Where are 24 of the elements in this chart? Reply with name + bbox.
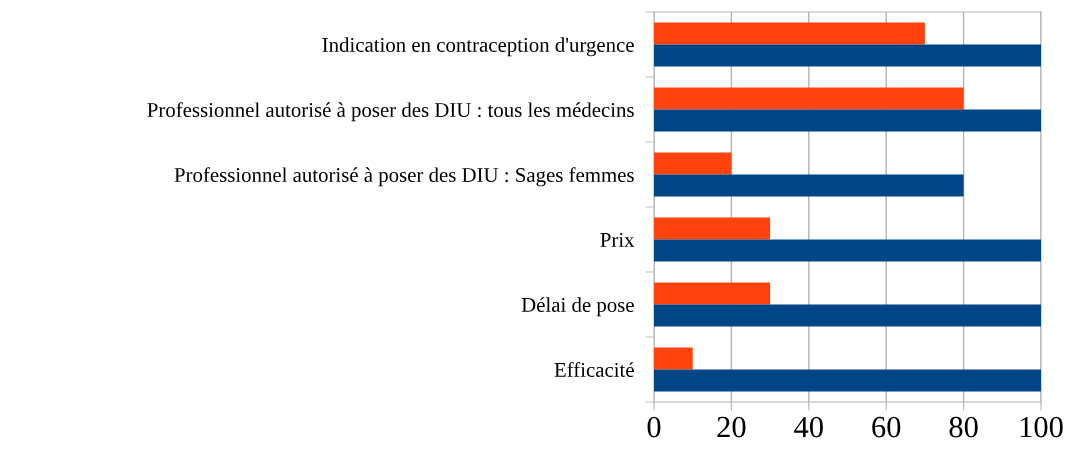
bar [654,44,1041,67]
y-tick-label: Efficacité [554,362,634,377]
bar [654,304,1041,327]
y-tick-label: Professionnel autorisé à poser des DIU : tous les médecins [147,102,634,122]
bar [654,109,1041,132]
y-tick-label: Indication en contraception d'urgence [322,37,634,57]
bar [654,152,732,175]
x-tick-label: 20 [717,416,746,438]
y-tick-label: Professionnel autorisé à poser des DIU : Sages femmes [174,167,634,187]
bar [654,174,964,197]
x-tick-label: 40 [794,416,823,438]
x-tick-label: 0 [647,416,661,438]
x-tick-label: 80 [949,416,978,438]
bar [654,217,771,240]
bar [654,239,1041,262]
x-tick-label: 60 [872,416,901,438]
bar [654,369,1041,392]
bar [654,347,693,370]
x-tick-label: 100 [1020,416,1063,438]
y-tick-label: Délai de pose [521,297,634,317]
y-tick-label: Prix [600,232,635,247]
bar [654,87,964,110]
bar [654,22,925,45]
bar [654,282,771,305]
